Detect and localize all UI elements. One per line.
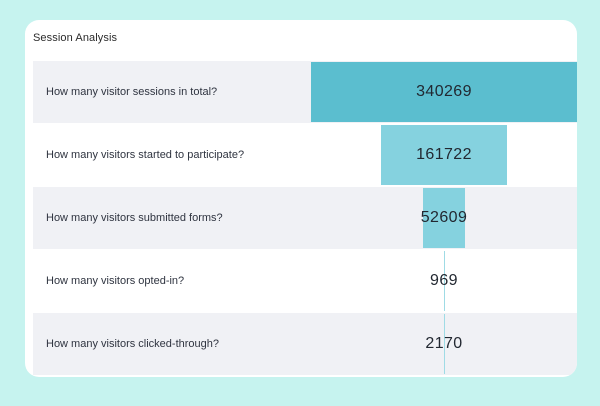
funnel-chart: How many visitor sessions in total? 3402… — [33, 61, 577, 375]
funnel-row-opted-in: How many visitors opted-in? 969 — [33, 250, 577, 312]
funnel-row-value: 969 — [430, 272, 458, 289]
session-analysis-card: Session Analysis How many visitor sessio… — [25, 20, 577, 377]
funnel-row-submitted: How many visitors submitted forms? 52609 — [33, 187, 577, 249]
funnel-bar — [380, 125, 508, 185]
funnel-row-label: How many visitors started to participate… — [46, 149, 245, 161]
funnel-bar — [311, 62, 577, 122]
funnel-row-sessions: How many visitor sessions in total? 3402… — [33, 61, 577, 123]
funnel-row-label: How many visitors clicked-through? — [46, 338, 220, 350]
funnel-row-clicked-through: How many visitors clicked-through? 2170 — [33, 313, 577, 375]
funnel-row-value: 52609 — [420, 209, 468, 226]
funnel-row-label: How many visitors submitted forms? — [46, 212, 223, 224]
funnel-row-value: 340269 — [416, 83, 472, 100]
panel-title: Session Analysis — [33, 32, 118, 44]
funnel-row-value: 161722 — [416, 146, 472, 163]
funnel-row-participate: How many visitors started to participate… — [33, 124, 577, 186]
funnel-row-label: How many visitors opted-in? — [46, 275, 185, 287]
funnel-bar — [444, 251, 445, 311]
funnel-row-value: 2170 — [425, 335, 463, 352]
funnel-bar — [444, 314, 445, 374]
funnel-row-label: How many visitor sessions in total? — [46, 86, 218, 98]
funnel-bar — [423, 188, 465, 248]
